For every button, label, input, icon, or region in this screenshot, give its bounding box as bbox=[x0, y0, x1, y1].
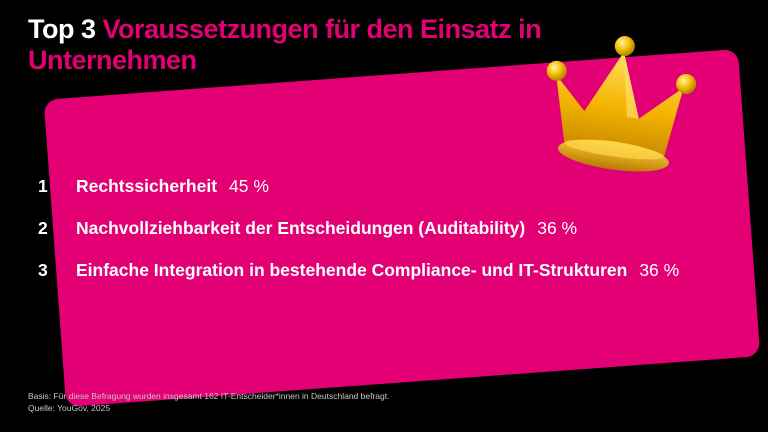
page-title: Top 3 Voraussetzungen für den Einsatz in… bbox=[28, 14, 548, 76]
list-item: 1 Rechtssicherheit 45 % bbox=[38, 176, 269, 197]
item-label: Nachvollziehbarkeit der Entscheidungen (… bbox=[76, 218, 526, 238]
item-percentage: 36 % bbox=[537, 218, 578, 238]
crown-icon bbox=[530, 24, 710, 184]
item-label: Einfache Integration in bestehende Compl… bbox=[76, 260, 628, 280]
footer-note: Basis: Für diese Befragung wurden insges… bbox=[28, 390, 389, 414]
list-item: 3 Einfache Integration in bestehende Com… bbox=[38, 260, 679, 281]
title-subject: Voraussetzungen für den Einsatz in Unter… bbox=[28, 14, 542, 75]
rank-number: 3 bbox=[38, 260, 48, 280]
item-label: Rechtssicherheit bbox=[76, 176, 218, 196]
list-item: 2 Nachvollziehbarkeit der Entscheidungen… bbox=[38, 218, 577, 239]
source-note: Quelle: YouGov, 2025 bbox=[28, 403, 111, 413]
rank-number: 1 bbox=[38, 176, 48, 196]
item-percentage: 36 % bbox=[639, 260, 680, 280]
rank-number: 2 bbox=[38, 218, 48, 238]
survey-basis: Basis: Für diese Befragung wurden insges… bbox=[28, 391, 390, 401]
title-highlight: Top 3 bbox=[28, 14, 96, 44]
item-percentage: 45 % bbox=[229, 176, 269, 196]
